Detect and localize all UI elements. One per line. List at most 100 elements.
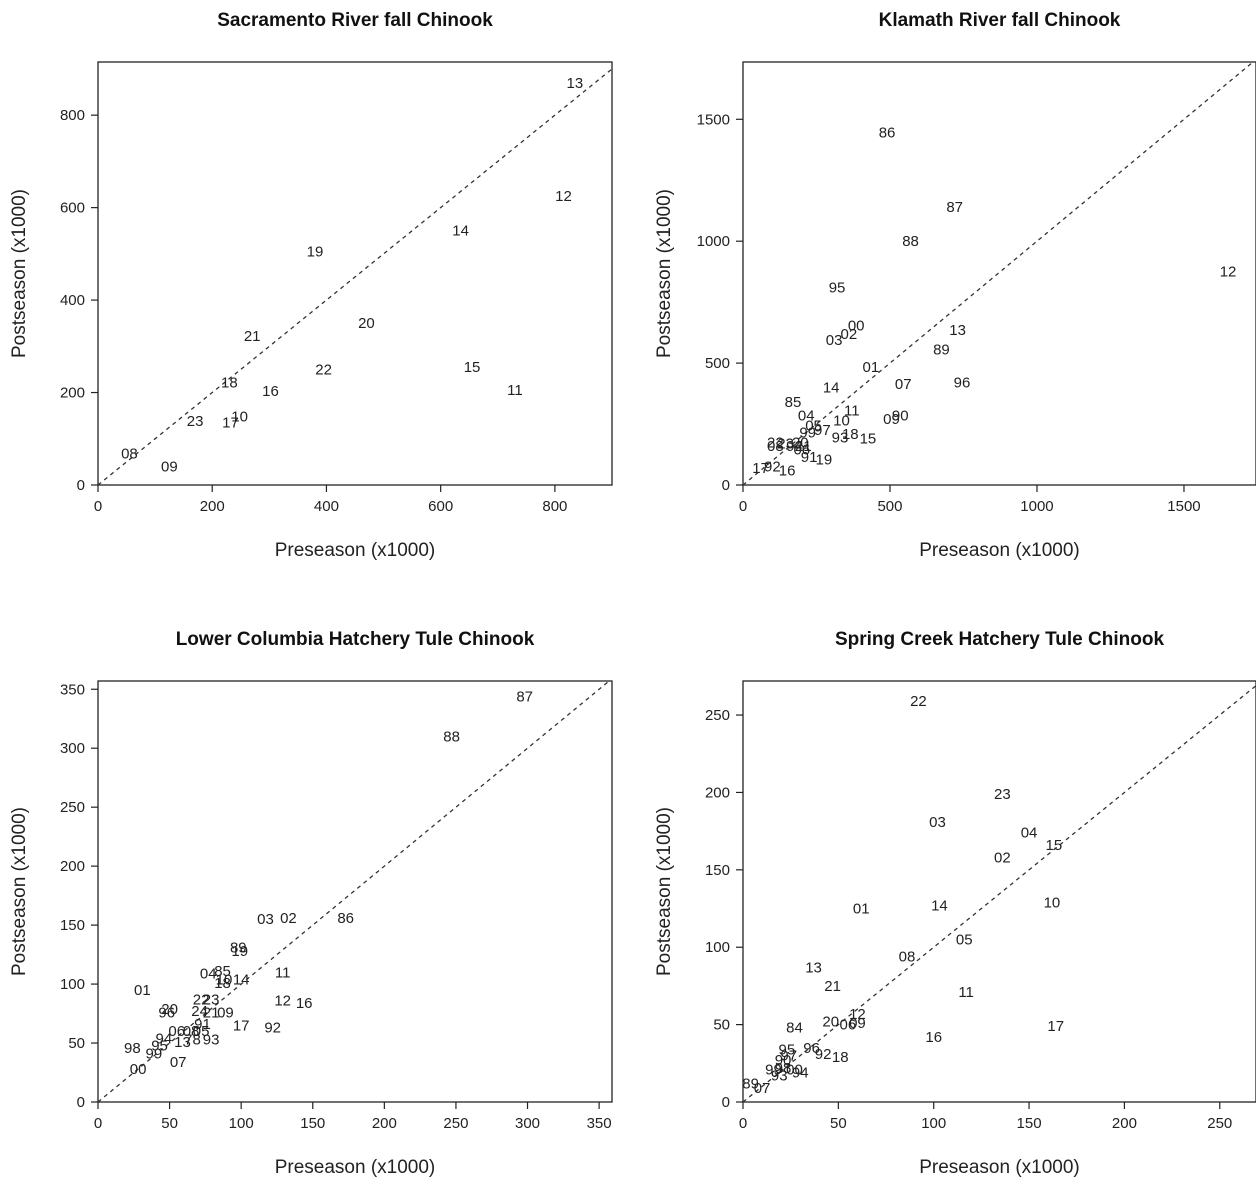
data-point-label: 02 (994, 849, 1011, 866)
x-tick-label: 0 (94, 498, 102, 515)
y-tick-label: 100 (60, 976, 85, 993)
data-point-label: 88 (443, 728, 460, 745)
data-point-label: 93 (832, 429, 849, 446)
data-point-label: 92 (264, 1020, 281, 1037)
data-point-label: 11 (958, 984, 974, 1001)
one-to-one-line (742, 61, 1254, 486)
x-tick-label: 1500 (1167, 498, 1200, 515)
data-point-label: 89 (742, 1075, 759, 1092)
data-point-label: 19 (231, 943, 248, 960)
data-point-label: 89 (230, 940, 247, 957)
data-point-label: 06 (840, 1017, 857, 1034)
data-point-label: 07 (754, 1080, 771, 1097)
chart-title: Spring Creek Hatchery Tule Chinook (835, 629, 1164, 650)
x-tick-label: 150 (300, 1115, 325, 1132)
data-point-label: 96 (954, 375, 971, 392)
data-point-label: 14 (931, 897, 948, 914)
data-point-label: 08 (767, 438, 784, 455)
data-point-label: 15 (860, 431, 877, 448)
data-point-label: 03 (826, 332, 843, 349)
y-axis-label: Postseason (x1000) (9, 189, 30, 358)
x-tick-label: 600 (428, 498, 453, 515)
data-point-label: 98 (124, 1040, 141, 1057)
data-point-label: 86 (879, 125, 896, 142)
data-point-label: 99 (765, 1061, 782, 1078)
y-tick-label: 150 (705, 862, 730, 879)
data-point-label: 17 (752, 460, 769, 477)
data-point-label: 98 (775, 1060, 792, 1077)
data-point-label: 07 (895, 376, 912, 393)
data-point-label: 08 (899, 949, 916, 966)
x-tick-label: 50 (830, 1115, 847, 1132)
data-point-label: 10 (1044, 894, 1061, 911)
data-point-label: 85 (214, 963, 231, 980)
data-point-label: 16 (296, 995, 313, 1012)
data-point-label: 99 (799, 425, 816, 442)
data-point-label: 10 (833, 412, 850, 429)
y-tick-label: 200 (60, 858, 85, 875)
data-point-label: 88 (902, 233, 919, 250)
data-point-label: 14 (452, 223, 469, 240)
data-point-label: 11 (844, 403, 860, 420)
y-tick-label: 1000 (697, 233, 730, 250)
data-point-label: 19 (307, 244, 324, 261)
data-point-label: 16 (925, 1029, 942, 1046)
data-point-label: 15 (1046, 837, 1063, 854)
data-point-label: 09 (217, 1004, 234, 1021)
x-tick-label: 200 (1112, 1115, 1137, 1132)
data-point-label: 10 (216, 971, 233, 988)
data-point-label: 21 (244, 328, 261, 345)
data-point-label: 97 (780, 1048, 797, 1065)
x-tick-label: 250 (1207, 1115, 1232, 1132)
data-point-label: 13 (174, 1034, 191, 1051)
chart-title: Lower Columbia Hatchery Tule Chinook (176, 629, 535, 650)
one-to-one-line (742, 685, 1256, 1103)
data-point-label: 12 (274, 993, 291, 1010)
data-point-label: 09 (849, 1015, 866, 1032)
data-point-label: 17 (1047, 1018, 1064, 1035)
x-tick-label: 200 (372, 1115, 397, 1132)
data-point-label: 07 (170, 1054, 187, 1071)
y-tick-label: 50 (713, 1017, 730, 1034)
data-point-label: 86 (337, 910, 354, 927)
x-axis-label: Preseason (x1000) (919, 1157, 1080, 1178)
x-tick-label: 800 (542, 498, 567, 515)
data-point-label: 12 (849, 1006, 866, 1023)
data-point-label: 78 (184, 1031, 201, 1048)
data-point-label: 20 (822, 1014, 839, 1031)
plot-frame (742, 680, 1256, 1103)
x-tick-label: 0 (94, 1115, 102, 1132)
data-point-label: 23 (203, 991, 220, 1008)
x-tick-label: 400 (314, 498, 339, 515)
data-point-label: 95 (151, 1037, 168, 1054)
y-tick-label: 100 (705, 939, 730, 956)
data-point-label: 09 (161, 459, 178, 476)
plot-frame (97, 61, 613, 486)
y-tick-label: 150 (60, 917, 85, 934)
data-point-label: 04 (200, 965, 217, 982)
data-point-label: 21 (824, 978, 841, 995)
data-point-label: 14 (233, 971, 250, 988)
data-point-label: 94 (156, 1030, 173, 1047)
data-point-label: 22 (315, 361, 332, 378)
data-point-label: 23 (777, 436, 794, 453)
data-point-label: 90 (892, 408, 909, 425)
data-point-label: 24 (191, 1003, 208, 1020)
y-axis-label: Postseason (x1000) (9, 807, 30, 976)
x-tick-label: 350 (587, 1115, 612, 1132)
data-point-label: 89 (933, 342, 950, 359)
y-axis-label: Postseason (x1000) (654, 189, 675, 358)
data-point-label: 05 (193, 1023, 210, 1040)
data-point-label: 02 (840, 326, 857, 343)
data-point-label: 17 (233, 1017, 250, 1034)
data-point-label: 95 (829, 280, 846, 297)
data-point-label: 96 (803, 1040, 820, 1057)
y-tick-label: 50 (68, 1035, 85, 1052)
y-tick-label: 500 (705, 355, 730, 372)
data-point-label: 23 (187, 413, 204, 430)
data-point-label: 01 (853, 901, 870, 918)
y-tick-label: 400 (60, 292, 85, 309)
data-point-label: 93 (203, 1031, 220, 1048)
